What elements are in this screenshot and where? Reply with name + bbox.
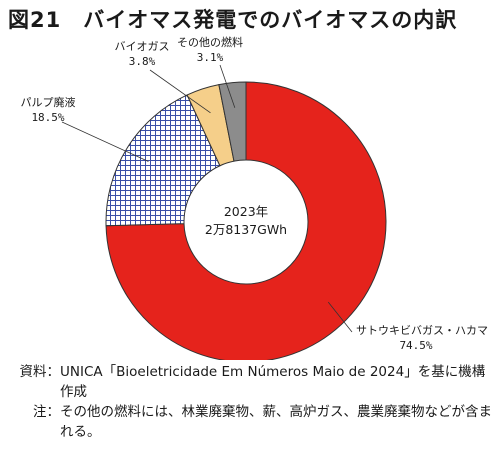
- source-note-text: UNICA「Bioeletricidade Em Números Maio de…: [60, 364, 486, 400]
- slice-pulp-liquor-label: パルプ廃液: [21, 95, 76, 109]
- slice-other-fuels-leader: [219, 64, 236, 108]
- slice-biogas-value: 3.8%: [129, 55, 156, 68]
- slice-pulp-liquor: [105, 94, 221, 227]
- footnote: 注： その他の燃料には、林業廃棄物、薪、高炉ガス、農業廃棄物などが含まれる。: [8, 402, 496, 442]
- footnote-label: 注：: [33, 404, 60, 420]
- source-note: 資料： UNICA「Bioeletricidade Em Números Mai…: [8, 362, 496, 402]
- slice-sugarcane-leader: [327, 301, 353, 333]
- slice-other-fuels-label: その他の燃料: [177, 35, 243, 49]
- donut-chart: サトウキビバガス・ハカマ 74.5% パルプ廃液 18.5% バイオガス 3.8% その他の…: [21, 35, 488, 360]
- slice-other-fuels: [218, 81, 247, 162]
- notes: 資料： UNICA「Bioeletricidade Em Números Mai…: [8, 362, 496, 442]
- slice-sugarcane-value: 74.5%: [399, 339, 432, 352]
- slice-pulp-liquor-value: 18.5%: [31, 111, 64, 124]
- footnote-text: その他の燃料には、林業廃棄物、薪、高炉ガス、農業廃棄物などが含まれる。: [60, 404, 492, 440]
- chart-title: 図21 バイオマス発電でのバイオマスの内訳: [8, 8, 458, 32]
- slice-other-fuels-value: 3.1%: [197, 51, 224, 64]
- slice-pulp-liquor-leader: [61, 121, 149, 162]
- center-year-label: 2023年: [224, 204, 268, 219]
- slice-biogas-label: バイオガス: [115, 40, 170, 53]
- source-note-label: 資料：: [19, 364, 61, 380]
- center-total-label: 2万8137GWh: [205, 222, 287, 237]
- slice-sugarcane: [105, 81, 387, 360]
- slice-sugarcane-label: サトウキビバガス・ハカマ: [356, 324, 488, 337]
- slice-biogas-leader: [149, 69, 211, 114]
